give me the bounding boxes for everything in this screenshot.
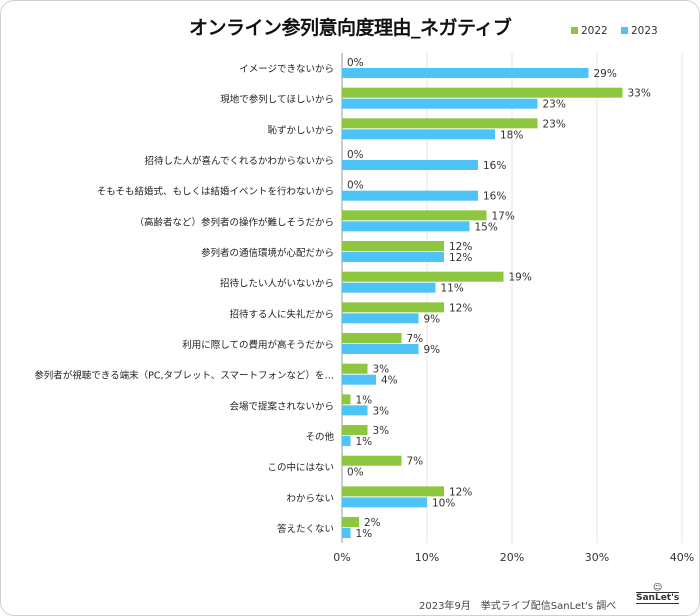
- bar-2022: [342, 210, 487, 221]
- data-label: 11%: [441, 283, 464, 295]
- bar-2022: [342, 333, 402, 344]
- data-label: 17%: [492, 210, 515, 222]
- x-tick-label: 40%: [670, 551, 694, 564]
- category-label: イメージできないから: [239, 64, 334, 75]
- legend-2022: 2022: [571, 25, 608, 37]
- data-label: 1%: [356, 528, 373, 540]
- bar-2023: [342, 497, 427, 508]
- bar-2022: [342, 394, 351, 405]
- x-tick-label: 0%: [333, 551, 350, 564]
- x-tick-label: 20%: [500, 551, 524, 564]
- category-label: 恥ずかしいから: [267, 125, 334, 136]
- data-label: 1%: [356, 394, 373, 406]
- bar-2023: [342, 528, 351, 539]
- sanlets-logo: ☺ SanLet's: [636, 583, 680, 604]
- bar-2023: [342, 405, 368, 416]
- category-label: 招待する人に失礼だから: [229, 308, 334, 320]
- category-label: （高齢者など）参列者の操作が難しそうだから: [134, 216, 334, 228]
- data-label: 12%: [449, 252, 472, 264]
- category-label: 参列者が視聴できる端末（PC,タブレット、スマートフォンなど）を…: [34, 370, 334, 382]
- data-label: 18%: [500, 129, 523, 141]
- data-label: 16%: [483, 160, 506, 172]
- data-label: 23%: [543, 118, 566, 130]
- data-label: 1%: [356, 436, 373, 448]
- bar-2023: [342, 282, 436, 293]
- bar-2022: [342, 302, 444, 313]
- source-note: 2023年9月 挙式ライブ配信SanLet's 調べ: [419, 601, 617, 612]
- bar-2023: [342, 252, 444, 263]
- data-label: 10%: [432, 497, 455, 509]
- legend-2023: 2023: [621, 25, 658, 37]
- bar-2022: [342, 241, 444, 252]
- category-label: 招待した人が喜んでくれるかわからないから: [144, 155, 334, 167]
- bar-2022: [342, 425, 368, 436]
- bar-2023: [342, 68, 589, 78]
- x-tick-label: 30%: [585, 551, 609, 564]
- bar-2023: [342, 313, 419, 324]
- data-label: 3%: [373, 425, 390, 437]
- chart-title: オンライン参列意向度理由_ネガティブ: [189, 17, 512, 39]
- bar-2023: [342, 129, 495, 140]
- data-label: 0%: [347, 149, 364, 161]
- bar-2023: [342, 221, 470, 232]
- data-label: 3%: [373, 405, 390, 417]
- category-label: 答えたくない: [277, 523, 334, 535]
- bar-2022: [342, 517, 359, 528]
- data-label: 33%: [628, 88, 651, 100]
- category-label: 利用に際しての費用が高そうだから: [182, 339, 334, 351]
- data-label: 7%: [407, 456, 424, 468]
- data-label: 19%: [509, 272, 532, 284]
- data-label: 0%: [347, 467, 364, 479]
- category-label: わからない: [286, 493, 334, 504]
- category-label: 参列者の通信環境が心配だから: [201, 247, 334, 259]
- category-label: この中にはない: [267, 462, 334, 474]
- bar-2023: [342, 98, 538, 109]
- bar-2022: [342, 455, 402, 466]
- data-label: 15%: [475, 221, 498, 233]
- legend-label: 2022: [581, 25, 608, 37]
- legend-label: 2023: [631, 25, 658, 37]
- bar-2022: [342, 486, 444, 497]
- bar-2023: [342, 374, 376, 385]
- data-label: 3%: [373, 364, 390, 376]
- bar-2022: [342, 87, 623, 98]
- bar-2023: [342, 190, 478, 201]
- bar-2023: [342, 344, 419, 355]
- data-label: 23%: [543, 99, 566, 111]
- category-label: そもそも結婚式、もしくは結婚イベントを行わないから: [97, 186, 334, 198]
- x-tick-label: 10%: [415, 551, 439, 564]
- category-label: 会場で提案されないから: [229, 400, 334, 412]
- data-label: 16%: [483, 191, 506, 203]
- data-label: 9%: [424, 313, 441, 325]
- data-label: 12%: [449, 486, 472, 498]
- data-label: 4%: [381, 375, 398, 387]
- bar-2023: [342, 160, 478, 171]
- data-label: 9%: [424, 344, 441, 356]
- category-label: 現地で参列してほしいから: [220, 94, 334, 106]
- category-label: 招待したい人がいないから: [220, 278, 334, 290]
- category-label: その他: [305, 431, 334, 443]
- bar-2023: [342, 436, 351, 447]
- bar-2022: [342, 271, 504, 282]
- data-label: 29%: [594, 68, 617, 80]
- bar-2022: [342, 118, 538, 129]
- bar-2022: [342, 363, 368, 374]
- data-label: 12%: [449, 302, 472, 314]
- data-label: 12%: [449, 241, 472, 253]
- data-label: 0%: [347, 180, 364, 192]
- data-label: 7%: [407, 333, 424, 345]
- data-label: 2%: [364, 517, 381, 529]
- data-label: 0%: [347, 57, 364, 69]
